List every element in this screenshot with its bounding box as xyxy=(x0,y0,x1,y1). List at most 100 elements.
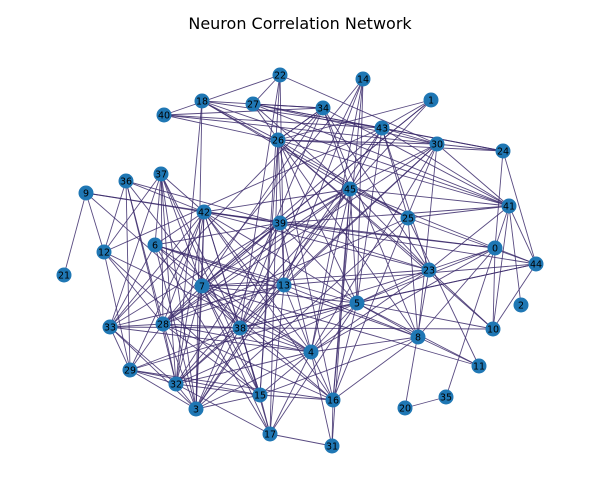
node-label-29: 29 xyxy=(124,365,136,376)
edge-39-6 xyxy=(154,222,281,246)
edge-42-13 xyxy=(203,211,285,286)
edge-36-39 xyxy=(125,180,281,224)
node-circle-20 xyxy=(397,400,413,416)
edge-44-24 xyxy=(502,150,537,265)
node-17: 17 xyxy=(262,426,278,442)
edge-45-32 xyxy=(175,188,351,385)
edge-43-5 xyxy=(356,127,383,304)
node-label-8: 8 xyxy=(415,332,421,343)
edge-13-28 xyxy=(162,284,285,325)
edge-7-17 xyxy=(201,285,271,435)
node-15: 15 xyxy=(252,387,268,403)
edge-37-12 xyxy=(103,173,162,253)
node-label-25: 25 xyxy=(402,213,414,224)
node-2: 2 xyxy=(513,297,529,313)
node-3: 3 xyxy=(188,401,204,417)
node-label-0: 0 xyxy=(492,243,498,254)
node-circle-21 xyxy=(56,267,72,283)
edge-26-34 xyxy=(277,107,324,141)
node-35: 35 xyxy=(438,389,454,405)
node-28: 28 xyxy=(155,316,171,332)
edge-28-3 xyxy=(162,323,197,410)
node-circle-45 xyxy=(342,181,358,197)
node-label-38: 38 xyxy=(234,323,246,334)
node-43: 43 xyxy=(374,120,390,136)
edge-25-28 xyxy=(162,217,409,325)
edge-26-15 xyxy=(259,139,279,396)
edge-14-16 xyxy=(332,78,364,401)
edge-43-25 xyxy=(381,127,409,219)
edge-34-8 xyxy=(322,107,419,338)
edge-29-3 xyxy=(129,369,197,410)
edge-12-15 xyxy=(103,251,261,396)
edge-42-33 xyxy=(109,211,205,328)
edge-39-44 xyxy=(279,222,537,265)
node-label-17: 17 xyxy=(264,429,276,440)
edge-45-38 xyxy=(239,188,351,329)
node-label-13: 13 xyxy=(278,280,290,291)
edge-1-7 xyxy=(201,99,432,287)
edge-44-41 xyxy=(508,205,537,265)
edge-18-41 xyxy=(201,100,510,207)
edge-17-31 xyxy=(269,433,333,447)
edge-36-42 xyxy=(125,180,205,213)
edge-23-10 xyxy=(428,269,494,330)
node-circle-7 xyxy=(194,278,210,294)
edge-39-33 xyxy=(109,222,281,328)
edge-4-16 xyxy=(310,351,334,401)
edge-44-10 xyxy=(492,263,537,330)
edge-43-23 xyxy=(381,127,430,271)
edge-13-17 xyxy=(269,284,285,435)
edge-29-5 xyxy=(129,302,358,371)
node-22: 22 xyxy=(272,67,288,83)
edge-5-10 xyxy=(356,302,494,330)
node-label-28: 28 xyxy=(157,319,169,330)
node-label-1: 1 xyxy=(428,95,434,106)
node-circle-31 xyxy=(324,438,340,454)
node-0: 0 xyxy=(487,240,503,256)
edge-33-38 xyxy=(109,326,241,329)
edge-33-29 xyxy=(109,326,131,371)
node-label-32: 32 xyxy=(170,379,182,390)
edge-27-30 xyxy=(252,103,438,145)
edge-25-41 xyxy=(407,205,510,219)
edge-6-33 xyxy=(109,244,156,328)
edge-4-23 xyxy=(310,269,430,353)
edge-37-28 xyxy=(160,173,164,325)
edge-22-40 xyxy=(163,74,281,116)
node-21: 21 xyxy=(56,267,72,283)
node-label-11: 11 xyxy=(473,361,485,372)
node-label-9: 9 xyxy=(83,188,89,199)
node-label-20: 20 xyxy=(399,403,411,414)
node-circle-39 xyxy=(272,215,288,231)
edge-43-12 xyxy=(103,127,383,253)
edge-6-13 xyxy=(154,244,285,286)
node-label-30: 30 xyxy=(431,139,443,150)
edge-18-32 xyxy=(175,100,203,385)
edge-28-29 xyxy=(129,323,164,371)
edge-38-29 xyxy=(129,327,241,371)
edge-45-3 xyxy=(195,188,351,410)
edge-42-5 xyxy=(203,211,358,304)
edge-33-28 xyxy=(109,323,164,328)
edge-32-15 xyxy=(175,383,261,396)
edge-34-41 xyxy=(322,107,510,207)
edge-29-15 xyxy=(129,369,261,396)
node-label-35: 35 xyxy=(440,392,452,403)
edge-28-32 xyxy=(162,323,177,385)
edge-16-5 xyxy=(332,302,358,401)
node-label-44: 44 xyxy=(530,259,542,270)
edge-38-17 xyxy=(239,327,271,435)
edge-32-4 xyxy=(175,351,312,385)
edge-15-16 xyxy=(259,394,334,401)
edge-38-10 xyxy=(239,327,494,330)
node-label-27: 27 xyxy=(247,99,259,110)
node-18: 18 xyxy=(194,93,210,109)
node-circle-12 xyxy=(96,244,112,260)
node-label-22: 22 xyxy=(274,70,286,81)
edge-38-3 xyxy=(195,327,241,410)
node-9: 9 xyxy=(78,185,94,201)
node-label-40: 40 xyxy=(158,110,170,121)
node-label-45: 45 xyxy=(344,184,356,195)
